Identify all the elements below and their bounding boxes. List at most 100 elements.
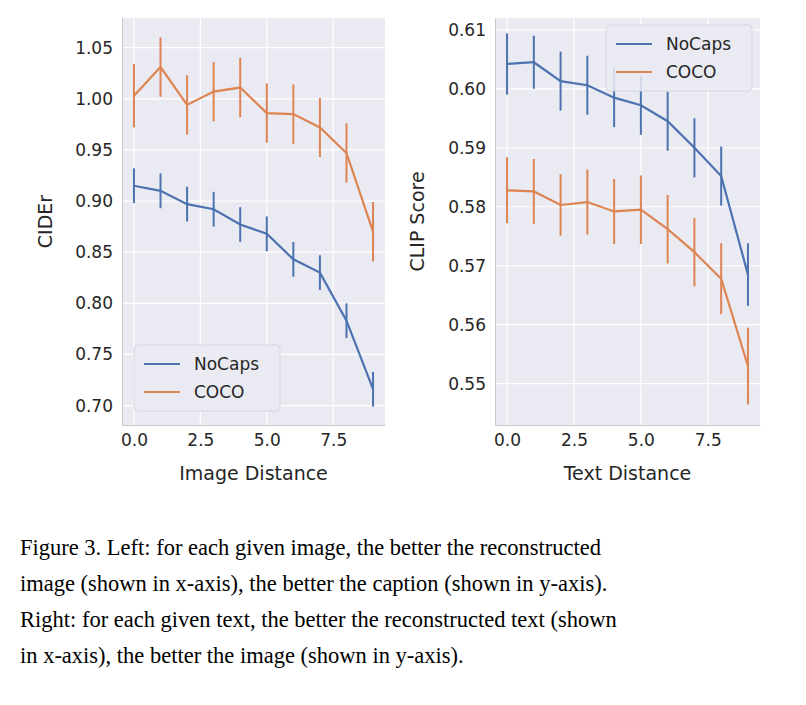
tick: 0.75 [75,344,122,364]
subplot: 0.02.55.07.50.700.750.800.850.900.951.00… [34,18,386,484]
tick: 0.0 [121,425,148,450]
error-bar [213,62,215,121]
caption-line: image (shown in x-axis), the better the … [20,566,800,602]
grid-line [506,18,507,425]
tick: 0.60 [448,79,495,99]
caption: Figure 3. Left: for each given image, th… [20,530,800,674]
tick-label: 5.0 [628,430,655,450]
caption-line: in x-axis), the better the image (shown … [20,638,800,674]
tick: 1.05 [75,38,122,58]
error-bar [506,157,508,223]
grid [122,18,385,425]
error-bar [533,159,535,224]
tick: 0.85 [75,242,122,262]
tick-label: 0.60 [448,79,486,99]
legend-swatch [144,391,180,393]
y-axis-title: CIDEr [34,195,56,249]
error-bar [345,123,347,182]
error-bar [239,207,241,242]
series-line [507,62,748,274]
tick: 0.95 [75,140,122,160]
error-bar [693,118,695,177]
legend-box [606,25,752,91]
x-axis-title: Image Distance [179,462,328,484]
axis-line [496,425,761,426]
plot-background [495,18,760,425]
legend-label: COCO [194,382,245,402]
tick-label: 2.5 [187,430,214,450]
tick: 2.5 [561,425,588,450]
error-bar [667,92,669,151]
tick-label: 5.0 [254,430,281,450]
tick: 0.61 [448,20,495,40]
error-bar [345,303,347,338]
error-bar [213,192,215,227]
tick-label: 2.5 [561,430,588,450]
error-bar [693,218,695,286]
error-bar [266,216,268,251]
tick-label: 0.85 [75,242,113,262]
tick: 0.56 [448,315,495,335]
tick-label: 0.61 [448,20,486,40]
tick: 0.59 [448,138,495,158]
error-bar [160,37,162,96]
tick: 5.0 [628,425,655,450]
y-axis-title: CLIP Score [406,171,428,271]
series-line [507,190,748,366]
axis-line [122,19,123,426]
legend-label: COCO [666,62,717,82]
error-bar [560,174,562,235]
tick-label: 0.58 [448,197,486,217]
legend-swatch [616,71,652,73]
error-bar [747,328,749,405]
error-bar [186,187,188,222]
error-bar [319,98,321,157]
error-bar [292,84,294,143]
legend-swatch [144,363,180,365]
tick-label: 0.55 [448,374,486,394]
grid-line [573,18,574,425]
tick-label: 0.95 [75,140,113,160]
error-bar [667,195,669,263]
tick: 0.55 [448,374,495,394]
error-bar [613,179,615,244]
legend-swatch [616,43,652,45]
x-axis: 0.02.55.07.5 [121,425,386,450]
error-bar [533,36,535,89]
error-bar [720,147,722,206]
error-bar [560,52,562,111]
error-bar [372,202,374,261]
error-bar [747,243,749,306]
error-bar [239,58,241,117]
legend-label: NoCaps [194,354,259,374]
error-bar [133,168,135,203]
caption-line: Figure 3. Left: for each given image, th… [20,530,800,566]
tick-label: 0.57 [448,256,486,276]
figure: 0.02.55.07.50.700.750.800.850.900.951.00… [0,0,806,705]
y-axis: 0.700.750.800.850.900.951.001.05 [75,19,122,426]
tick-label: 0.70 [75,396,113,416]
tick-label: 1.05 [75,38,113,58]
x-axis-title: Text Distance [563,462,692,484]
grid-line [495,324,760,325]
tick-label: 0.80 [75,293,113,313]
subplot: 0.0 2.5 5.0 7.5 0.55 0.56 0.57 0.58 0.59 0.60 0.61… [406,18,761,484]
tick: 0.70 [75,396,122,416]
legend-label: NoCaps [666,34,731,54]
legend-box [134,345,280,411]
grid-line [333,18,334,425]
tick-label: 0.0 [494,430,521,450]
grid-line [495,383,760,384]
tick: 0.57 [448,256,495,276]
tick-label: 0.59 [448,138,486,158]
error-bar [319,255,321,290]
tick: 0.90 [75,191,122,211]
tick-label: 0.56 [448,315,486,335]
tick-label: 0.0 [121,430,148,450]
tick-label: 0.75 [75,344,113,364]
grid-line [122,252,385,253]
error-bar [372,372,374,407]
series-line [134,67,373,232]
tick: 2.5 [187,425,214,450]
tick-label: 7.5 [695,430,722,450]
